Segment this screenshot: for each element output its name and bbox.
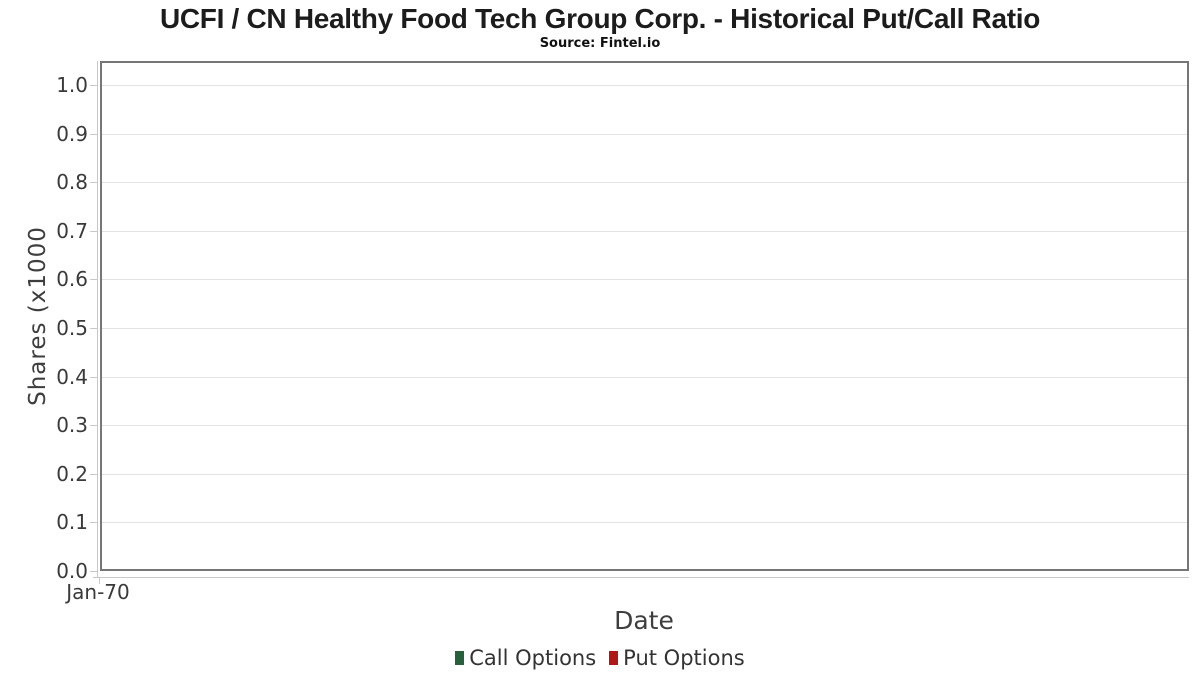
- gridline: [102, 474, 1187, 475]
- y-tick: [90, 474, 98, 475]
- call-options-swatch-icon: [455, 651, 465, 665]
- y-axis-line: [97, 61, 98, 578]
- y-tick: [90, 134, 98, 135]
- plot-area: [100, 61, 1189, 571]
- y-tick-label: 0.4: [56, 365, 88, 389]
- y-tick-label: 0.9: [56, 122, 88, 146]
- y-tick-label: 0.1: [56, 510, 88, 534]
- gridline: [102, 231, 1187, 232]
- y-tick: [90, 425, 98, 426]
- chart-title: UCFI / CN Healthy Food Tech Group Corp. …: [159, 3, 1041, 34]
- y-tick-label: 0.0: [56, 559, 88, 583]
- gridline: [102, 522, 1187, 523]
- y-tick: [90, 231, 98, 232]
- gridline: [102, 328, 1187, 329]
- put-options-swatch-icon: [609, 651, 619, 665]
- chart-subtitle: Source: Fintel.io: [539, 36, 661, 51]
- y-tick-label: 1.0: [56, 73, 88, 97]
- y-tick: [90, 85, 98, 86]
- x-axis-label: Date: [614, 606, 674, 635]
- y-tick-label: 0.5: [56, 316, 88, 340]
- y-tick: [90, 279, 98, 280]
- legend: Call Options Put Options: [0, 646, 1200, 670]
- gridline: [102, 377, 1187, 378]
- gridline: [102, 279, 1187, 280]
- gridline: [102, 85, 1187, 86]
- y-tick-label: 0.7: [56, 219, 88, 243]
- legend-item-put-options: Put Options: [609, 646, 745, 670]
- y-tick: [90, 571, 98, 572]
- y-tick: [90, 328, 98, 329]
- gridline: [102, 425, 1187, 426]
- legend-item-call-options: Call Options: [455, 646, 596, 670]
- gridline: [102, 134, 1187, 135]
- x-axis-line: [93, 577, 1189, 578]
- y-tick: [90, 182, 98, 183]
- y-tick: [90, 522, 98, 523]
- x-tick-label: Jan-70: [66, 580, 130, 604]
- y-tick-label: 0.8: [56, 170, 88, 194]
- legend-label-call-options: Call Options: [469, 646, 597, 670]
- legend-label-put-options: Put Options: [623, 646, 745, 670]
- y-tick: [90, 377, 98, 378]
- y-tick-label: 0.3: [56, 413, 88, 437]
- y-tick-label: 0.6: [56, 267, 88, 291]
- x-tick: [99, 578, 100, 584]
- gridline: [102, 182, 1187, 183]
- y-tick-label: 0.2: [56, 462, 88, 486]
